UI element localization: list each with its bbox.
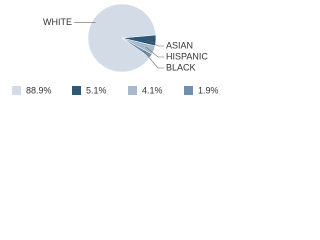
legend-label: 4.1%: [142, 85, 163, 95]
legend-swatch: [128, 86, 137, 95]
legend-label: 1.9%: [198, 85, 219, 95]
pie-slice: [87, 3, 157, 73]
leader-line: [147, 39, 164, 47]
leader-line: [145, 46, 164, 58]
leader-line: [143, 51, 164, 69]
legend-label: 5.1%: [86, 85, 107, 95]
legend-swatch: [12, 86, 21, 95]
legend-label: 88.9%: [26, 85, 52, 95]
legend-swatch: [184, 86, 193, 95]
slice-label: HISPANIC: [166, 51, 208, 61]
legend-swatch: [72, 86, 81, 95]
slice-label: ASIAN: [166, 40, 193, 50]
slice-label: BLACK: [166, 62, 196, 72]
slice-label: WHITE: [43, 17, 72, 27]
